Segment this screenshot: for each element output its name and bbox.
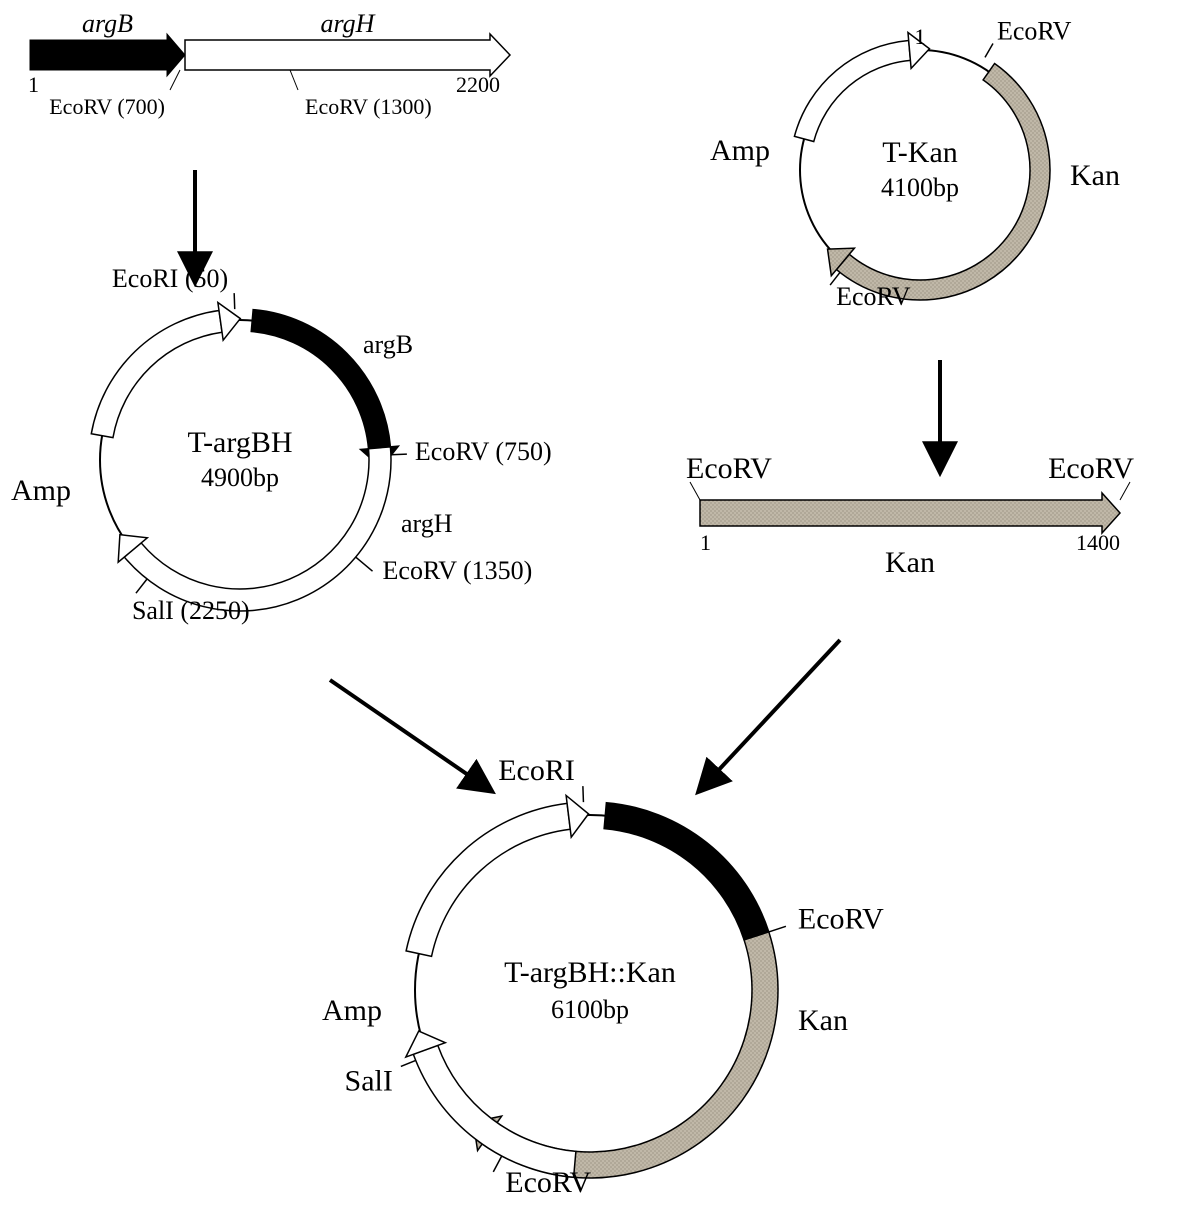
targbh-origin: 1 bbox=[250, 311, 261, 336]
final-ecorv-bot: EcoRV bbox=[505, 1166, 591, 1199]
targbh-ecorv-1350: EcoRV (1350) bbox=[383, 556, 533, 585]
kan-label: Kan bbox=[885, 546, 935, 579]
tkan-ecorv-bot: EcoRV bbox=[836, 282, 911, 311]
final-ecorv-top: EcoRV bbox=[798, 902, 884, 935]
kan-ecorv-right: EcoRV bbox=[1048, 452, 1134, 485]
argb-label: argB bbox=[82, 9, 133, 38]
kan-pos-1: 1 bbox=[700, 530, 711, 555]
tkan-name: T-Kan bbox=[882, 136, 958, 169]
tkan-kan-label: Kan bbox=[1070, 159, 1120, 192]
kan-pos-1400: 1400 bbox=[1076, 530, 1120, 555]
targbh-argh-label: argH bbox=[401, 509, 453, 538]
kan-ecorv-left: EcoRV bbox=[686, 452, 772, 485]
targbh-ecorv-750: EcoRV (750) bbox=[415, 437, 552, 466]
final-size: 6100bp bbox=[551, 995, 629, 1024]
final-amp-label: Amp bbox=[322, 994, 382, 1027]
final-origin: 1 bbox=[602, 808, 613, 833]
tkan-size: 4100bp bbox=[881, 173, 959, 202]
targbh-sali: SalI (2250) bbox=[132, 596, 250, 625]
flow-arrow bbox=[330, 680, 490, 790]
targbh-ecori: EcoRI (50) bbox=[112, 264, 228, 293]
ecorv-1300: EcoRV (1300) bbox=[305, 94, 432, 119]
final-kan-label: Kan bbox=[798, 1004, 848, 1037]
targbh-argb-label: argB bbox=[363, 330, 413, 359]
pos-2200: 2200 bbox=[456, 72, 500, 97]
targbh-size: 4900bp bbox=[201, 463, 279, 492]
final-sali: SalI bbox=[345, 1064, 393, 1097]
targbh-name: T-argBH bbox=[188, 426, 293, 459]
final-name: T-argBH::Kan bbox=[504, 956, 676, 989]
targbh-amp-label: Amp bbox=[11, 474, 71, 507]
final-ecori: EcoRI bbox=[498, 754, 575, 787]
tkan-origin: 1 bbox=[915, 24, 926, 49]
pos-1: 1 bbox=[28, 72, 39, 97]
kan-linear bbox=[700, 493, 1120, 533]
ecorv-700: EcoRV (700) bbox=[49, 94, 165, 119]
argh-label: argH bbox=[321, 9, 376, 38]
tkan-amp-label: Amp bbox=[710, 134, 770, 167]
flow-arrow bbox=[700, 640, 840, 790]
linear-argbh bbox=[30, 34, 510, 90]
tkan-ecorv-top: EcoRV bbox=[997, 17, 1072, 46]
